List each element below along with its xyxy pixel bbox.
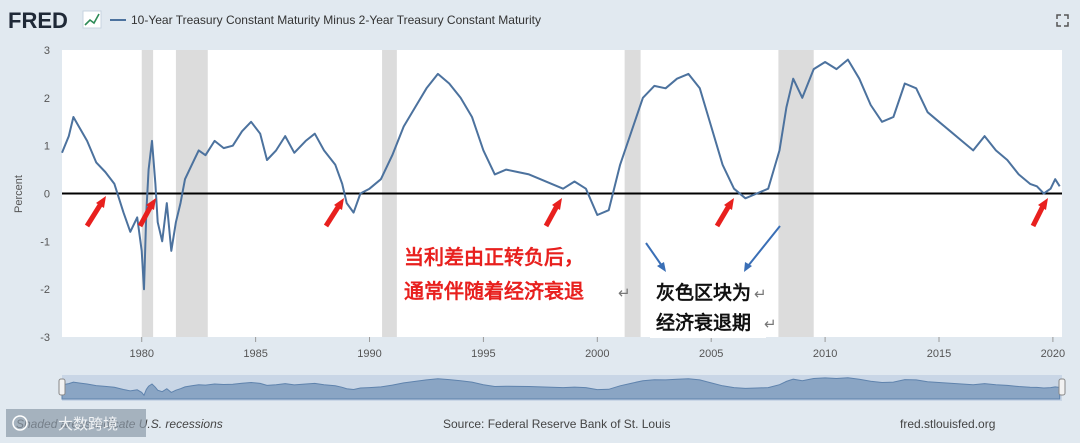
red-arrow-icon [84,196,106,228]
y-axis-label: Percent [13,175,25,213]
annotation-box [650,276,766,338]
fullscreen-icon[interactable] [1056,14,1069,27]
fred-logo[interactable]: FRED [8,8,68,33]
blue-arrow-icon [645,242,666,272]
annotation-inversion: 当利差由正转负后， 通常伴随着经济衰退 ↵ [404,245,631,303]
navigator-left-handle[interactable] [58,378,66,396]
recession-pointer-arrows [645,225,781,272]
header: FRED 10-Year Treasury Constant Maturity … [8,8,1069,33]
return-mark-icon: ↵ [618,284,631,302]
red-arrow-icon [543,198,562,228]
x-tick-label: 1980 [129,348,153,360]
watermark-text: 大数跨境 [58,415,118,433]
y-tick-label: 1 [44,141,50,153]
y-tick-label: 2 [44,93,50,105]
annotation-black-line-2: 经济衰退期 [656,311,751,334]
y-tick-label: -3 [40,332,50,344]
inversion-arrows [84,196,1048,228]
series-line [61,58,1061,291]
y-tick-label: 0 [44,189,50,201]
red-arrow-icon [137,198,156,228]
y-tick-label: -2 [40,284,50,296]
y-tick-label: -1 [40,236,50,248]
watermark-logo-icon [12,415,28,431]
red-arrow-icon [714,198,734,228]
y-tick-label: 3 [44,45,50,57]
red-arrow-icon [1030,198,1048,228]
fred-url-link[interactable]: fred.stlouisfed.org [900,417,995,431]
x-tick-label: 1995 [471,348,495,360]
annotation-red-line-1: 当利差由正转负后， [404,245,584,269]
watermark: 大数跨境 [6,409,146,437]
x-tick-label: 1990 [357,348,381,360]
y-axis: -3 -2 -1 0 1 2 3 [40,45,50,344]
series-title: 10-Year Treasury Constant Maturity Minus… [131,13,541,27]
x-tick-label: 2005 [699,348,723,360]
x-tick-label: 2010 [813,348,837,360]
annotation-recession: 灰色区块为 经济衰退期 ↵ ↵ [650,276,777,338]
source-text: Source: Federal Reserve Bank of St. Loui… [443,417,670,431]
x-tick-label: 2000 [585,348,609,360]
x-tick-label: 1985 [243,348,267,360]
x-tick-label: 2015 [927,348,951,360]
fred-logo-icon [82,10,102,29]
x-tick-label: 2020 [1041,348,1065,360]
red-arrow-icon [323,198,344,228]
annotation-red-line-2: 通常伴随着经济衰退 [404,279,584,303]
navigator-series [61,377,1061,400]
range-navigator[interactable] [58,375,1066,401]
return-mark-icon: ↵ [754,285,767,303]
x-axis: 1980 1985 1990 1995 2000 2005 2010 2015 2020 [129,337,1065,360]
annotation-black-line-1: 灰色区块为 [656,281,751,304]
return-mark-icon: ↵ [764,315,777,333]
navigator-right-handle[interactable] [1058,378,1066,396]
footer: Shaded areas indicate U.S. recessions So… [6,409,995,437]
blue-arrow-icon [744,225,781,272]
